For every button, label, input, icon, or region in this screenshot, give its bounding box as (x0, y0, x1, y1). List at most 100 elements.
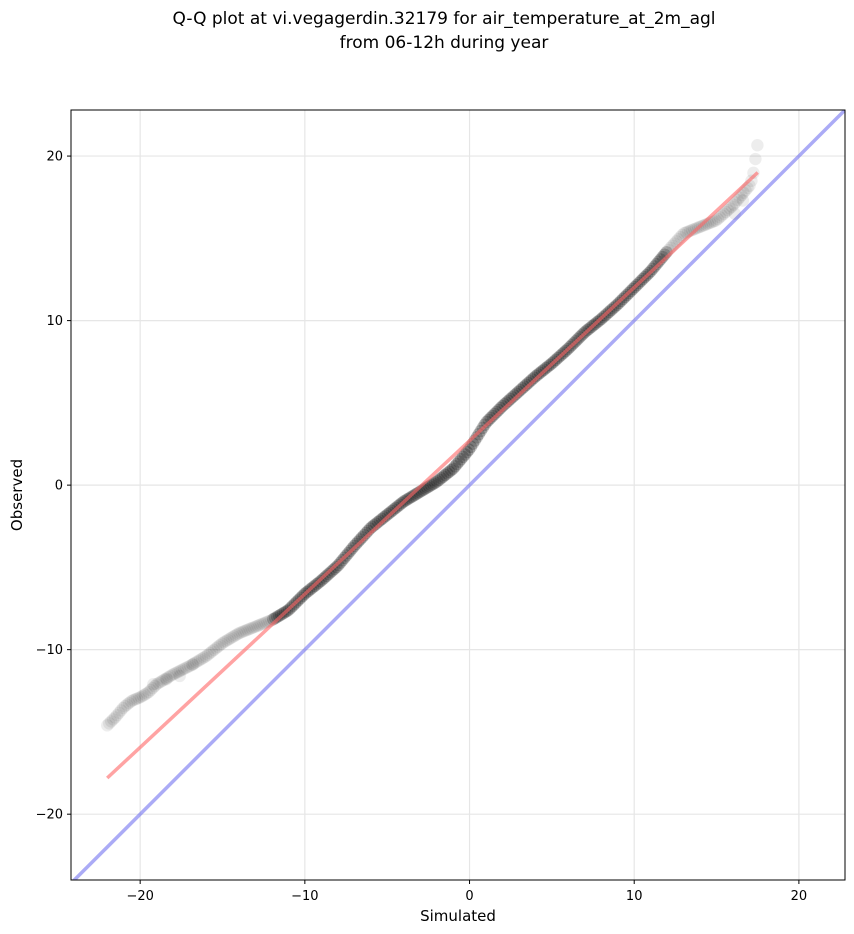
quantile-point (728, 207, 741, 220)
quantile-point (219, 634, 232, 648)
quantile-point (736, 194, 750, 207)
quantile-point (101, 719, 114, 732)
y-axis-label: Observed (8, 459, 26, 531)
quantile-point (731, 193, 744, 207)
chart-title-line-1: Q-Q plot at vi.vegagerdin.32179 for air_… (172, 9, 715, 29)
quantile-point (454, 452, 468, 466)
quantile-point (156, 674, 169, 687)
quantile-point (512, 385, 525, 399)
quantile-point (211, 640, 225, 653)
quantile-point (523, 375, 537, 388)
chart-title-line-2: from 06-12h during year (340, 33, 549, 53)
quantile-point (189, 655, 203, 669)
quantile-point (237, 625, 250, 638)
quantile-point (448, 460, 462, 473)
quantile-point (723, 202, 736, 215)
quantile-point (729, 196, 742, 209)
quantile-point (409, 488, 422, 501)
quantile-point (711, 212, 725, 226)
quantile-point (435, 471, 448, 485)
quantile-point (239, 624, 252, 637)
quantile-point (110, 708, 124, 722)
quantile-point (174, 664, 187, 677)
quantile-point (186, 658, 199, 671)
quantile-point (654, 253, 667, 266)
quantile-point (245, 622, 258, 635)
grid (71, 110, 845, 880)
quantile-point (201, 648, 215, 661)
quantile-point (158, 673, 171, 686)
quantile-point (715, 209, 729, 222)
quantile-point (197, 651, 211, 664)
quantile-point (458, 448, 472, 461)
quantile-point (178, 662, 191, 675)
quantile-point (751, 139, 764, 152)
quantile-point (128, 693, 142, 706)
quantile-point (103, 717, 116, 730)
quantile-point (136, 689, 150, 702)
quantile-point (377, 511, 391, 524)
quantile-point (727, 198, 740, 211)
quantile-point (490, 405, 503, 419)
quantile-point (162, 670, 175, 684)
quantile-point (484, 411, 497, 425)
quantile-point (142, 685, 155, 699)
quantile-point (168, 667, 181, 680)
quantile-point (209, 642, 223, 655)
quantile-point (182, 660, 195, 673)
quantile-point (122, 696, 136, 710)
quantile-point (518, 380, 531, 393)
quantile-point (221, 633, 234, 647)
quantile-point (514, 383, 527, 397)
quantile-point (482, 413, 495, 427)
quantile-point (112, 706, 126, 719)
quantile-point (134, 690, 148, 704)
quantile-point (375, 512, 389, 526)
quantile-point (521, 376, 535, 390)
fit-line (106, 171, 759, 780)
quantile-point (407, 489, 420, 502)
quantile-point (355, 531, 369, 544)
data-layer (71, 110, 845, 880)
x-tick-label: 0 (465, 889, 473, 904)
quantile-points (101, 139, 764, 732)
y-tick-label: 0 (55, 479, 63, 494)
quantile-point (452, 455, 466, 468)
quantile-point (719, 205, 732, 219)
quantile-point (231, 627, 244, 641)
quantile-point (205, 645, 219, 658)
quantile-point (470, 431, 483, 444)
quantile-point (160, 673, 173, 686)
quantile-point (652, 255, 665, 268)
quantile-point (440, 467, 454, 480)
quantile-point (184, 659, 197, 672)
quantile-point (176, 663, 189, 676)
x-axis-label: Simulated (420, 907, 496, 925)
quantile-point (215, 637, 229, 650)
quantile-point (427, 477, 440, 491)
quantile-point (249, 620, 262, 633)
quantile-point (126, 694, 140, 707)
quantile-point (203, 646, 217, 660)
quantile-point (438, 468, 452, 482)
quantile-point (516, 382, 529, 395)
quantile-point (160, 672, 173, 685)
x-tick-label: 20 (791, 889, 808, 904)
quantile-point (114, 704, 128, 717)
quantile-point (353, 533, 367, 546)
quantile-point (429, 476, 442, 489)
quantile-point (247, 621, 260, 634)
quantile-point (255, 618, 268, 631)
quantile-point (450, 457, 464, 471)
quantile-point (172, 665, 185, 678)
quantile-point (269, 611, 282, 625)
quantile-point (227, 630, 240, 643)
quantile-point (213, 638, 227, 652)
quantile-point (508, 389, 521, 402)
quantile-point (140, 687, 153, 700)
quantile-point (191, 654, 205, 668)
quantile-point (187, 657, 201, 670)
quantile-point (352, 535, 365, 548)
x-tick-label: 10 (626, 889, 643, 904)
quantile-point (431, 475, 444, 488)
